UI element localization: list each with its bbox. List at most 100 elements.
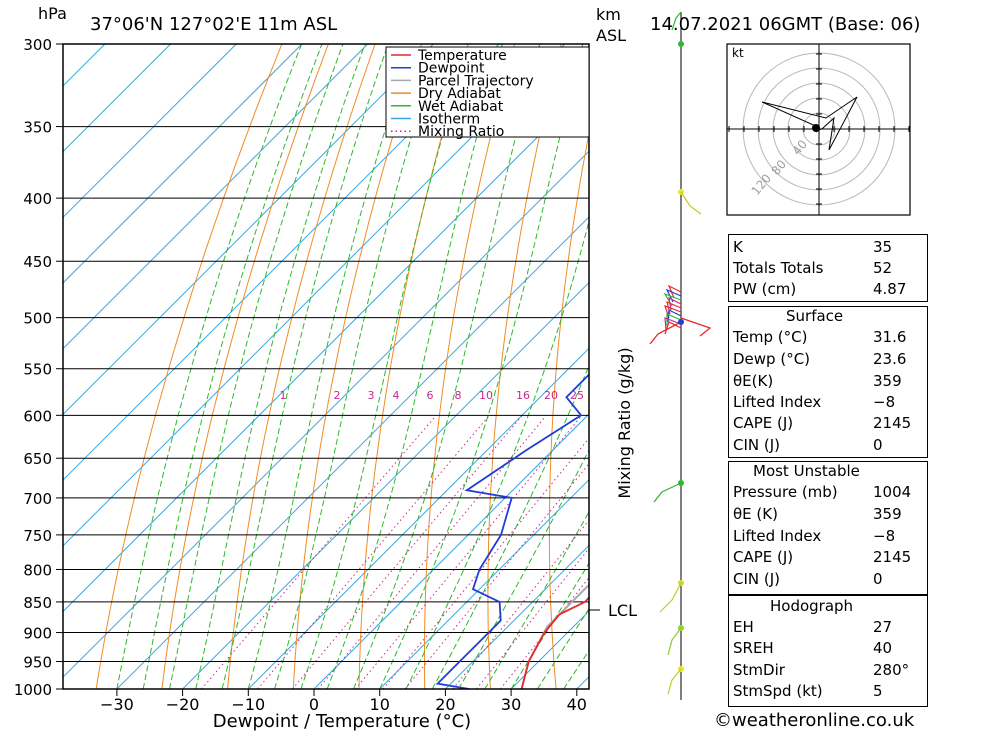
wet-adiabat-line xyxy=(301,44,469,689)
y-tick-label: 900 xyxy=(23,625,52,643)
wind-barb xyxy=(654,483,681,502)
hodo-eh-label: EH xyxy=(733,618,754,636)
wind-level-dot xyxy=(678,319,684,325)
asl-label: ASL xyxy=(596,26,626,45)
surface-thetae-label: θE(K) xyxy=(733,372,773,390)
credit-link[interactable]: ©weatheronline.co.uk xyxy=(714,710,914,731)
mixing-ratio-label: 1 xyxy=(280,389,287,402)
y-tick-label: 850 xyxy=(23,594,52,612)
mu-thetae-value: 359 xyxy=(873,505,902,523)
wet-adiabat-line xyxy=(170,44,344,689)
surface-cape-value: 2145 xyxy=(873,414,911,432)
mixing-ratio-line xyxy=(355,415,581,689)
mixing-ratio-axis-label: Mixing Ratio (g/kg) xyxy=(615,347,634,498)
totals-value: 52 xyxy=(873,259,892,277)
y-tick-label: 800 xyxy=(23,561,52,579)
surface-dewp-value: 23.6 xyxy=(873,350,906,368)
datetime-title: 14.07.2021 06GMT (Base: 06) xyxy=(650,14,920,35)
dry-adiabat-line xyxy=(162,44,329,689)
surface-temp-value: 31.6 xyxy=(873,328,906,346)
dry-adiabat-line xyxy=(359,44,468,689)
mixing-ratio-line xyxy=(318,415,546,689)
y-tick-label: 650 xyxy=(23,450,52,468)
mu-thetae-label: θE (K) xyxy=(733,505,778,523)
mu-cape-label: CAPE (J) xyxy=(733,548,793,566)
dry-adiabat-line xyxy=(96,44,282,689)
mixing-ratio-label: 2 xyxy=(334,389,341,402)
isotherm-line xyxy=(0,44,105,689)
hodograph-unit-label: kt xyxy=(732,46,744,60)
mixing-ratio-label: 8 xyxy=(455,389,462,402)
y-tick-label: 500 xyxy=(23,310,52,328)
surface-title: Surface xyxy=(786,307,843,325)
k-index-value: 35 xyxy=(873,238,892,256)
mixing-ratio-line xyxy=(383,415,608,689)
mixing-ratio-label: 16 xyxy=(516,389,530,402)
hodo-sreh-label: SREH xyxy=(733,639,774,657)
hpa-label: hPa xyxy=(38,4,67,23)
surface-thetae-value: 359 xyxy=(873,372,902,390)
hodo-eh-value: 27 xyxy=(873,618,892,636)
wind-profile xyxy=(650,12,710,700)
dry-adiabat-line xyxy=(667,44,701,689)
surface-dewp-label: Dewp (°C) xyxy=(733,350,810,368)
hodo-stmspd-label: StmSpd (kt) xyxy=(733,682,823,700)
y-tick-label: 350 xyxy=(23,119,52,137)
pressure-grid xyxy=(63,44,589,689)
x-tick-label: 40 xyxy=(567,695,587,714)
mixing-ratio-label: 20 xyxy=(544,389,558,402)
mixing-ratio-line xyxy=(500,415,718,689)
hodo-stmdir-label: StmDir xyxy=(733,661,785,679)
wet-adiabat-line xyxy=(143,44,322,689)
hodo-sreh-value: 40 xyxy=(873,639,892,657)
hodo-stmdir-value: 280° xyxy=(873,661,909,679)
legend-label: Mixing Ratio xyxy=(418,124,504,140)
mixing-ratio-label: 25 xyxy=(570,389,584,402)
y-tick-label: 300 xyxy=(23,36,52,54)
wet-adiabat-line xyxy=(248,44,413,689)
isotherm-line xyxy=(117,44,762,689)
k-index-label: K xyxy=(733,238,743,256)
mu-pressure-value: 1004 xyxy=(873,483,911,501)
y-tick-label: 750 xyxy=(23,527,52,545)
mixing-ratio-line xyxy=(292,415,522,689)
y-tick-label: 450 xyxy=(23,253,52,271)
x-tick-label: −20 xyxy=(166,695,200,714)
isotherm-line xyxy=(0,44,368,689)
y-tick-label: 700 xyxy=(23,490,52,508)
isotherm-line xyxy=(0,44,499,689)
hodo-title: Hodograph xyxy=(770,597,853,615)
mu-li-value: −8 xyxy=(873,527,895,545)
surface-cin-value: 0 xyxy=(873,436,883,454)
mixing-ratio-label: 4 xyxy=(393,389,400,402)
dry-adiabat-line xyxy=(228,44,375,689)
isotherm-line xyxy=(0,44,631,689)
mixing-ratio-label: 10 xyxy=(479,389,493,402)
y-tick-labels: 3003504004505005506006507007508008509009… xyxy=(14,36,63,699)
x-axis-label: Dewpoint / Temperature (°C) xyxy=(213,711,471,732)
dry-adiabat-line xyxy=(931,44,1000,689)
dry-adiabat-line xyxy=(979,44,1000,689)
mu-title: Most Unstable xyxy=(753,462,860,480)
y-tick-label: 400 xyxy=(23,190,52,208)
mu-cape-value: 2145 xyxy=(873,548,911,566)
dry-adiabat-line xyxy=(549,44,607,689)
mu-li-label: Lifted Index xyxy=(733,527,821,545)
pw-value: 4.87 xyxy=(873,280,906,298)
wind-level-dot xyxy=(678,41,684,47)
x-tick-label: 30 xyxy=(501,695,521,714)
wind-barb xyxy=(668,669,681,694)
y-tick-label: 600 xyxy=(23,407,52,425)
x-tick-label: −30 xyxy=(100,695,134,714)
mu-cin-label: CIN (J) xyxy=(733,570,780,588)
wet-adiabat-line xyxy=(432,44,690,689)
wet-adiabat-line xyxy=(117,44,302,689)
plot-frame xyxy=(63,44,589,689)
totals-label: Totals Totals xyxy=(733,259,823,277)
surface-li-value: −8 xyxy=(873,393,895,411)
wet-adiabat-line xyxy=(275,44,440,689)
location-title: 37°06'N 127°02'E 11m ASL xyxy=(90,14,337,35)
wet-adiabat-line xyxy=(353,44,539,689)
hodo-stmspd-value: 5 xyxy=(873,682,883,700)
